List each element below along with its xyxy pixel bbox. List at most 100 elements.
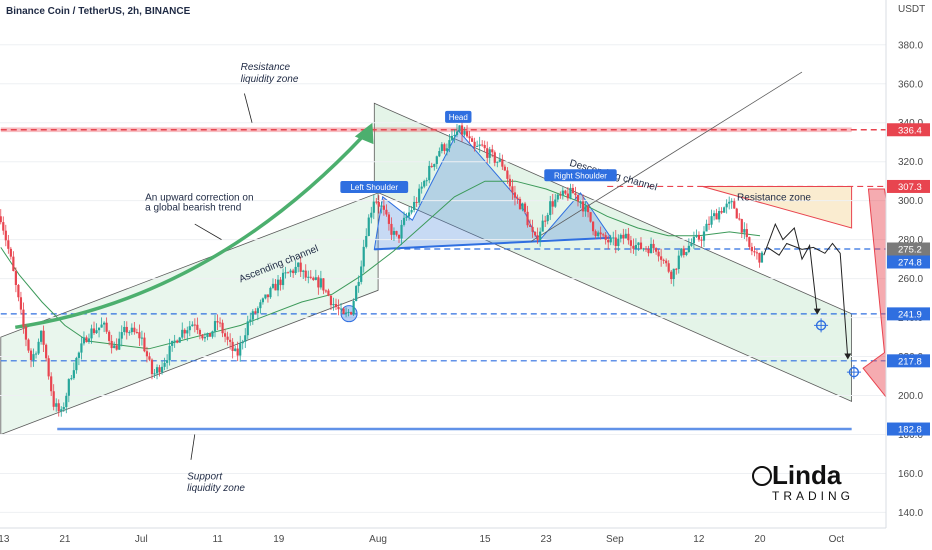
candle-body — [463, 131, 466, 135]
candle-body — [87, 338, 91, 343]
candle-body — [415, 201, 418, 203]
candle-body — [168, 345, 171, 361]
x-tick-label: 23 — [541, 534, 553, 545]
candle-body — [289, 270, 292, 273]
projection-arrow-2 — [844, 353, 852, 360]
candle-body — [118, 338, 121, 350]
candle-body — [478, 144, 481, 146]
candle-body — [591, 221, 595, 232]
candle-body — [760, 252, 764, 263]
candle-body — [672, 268, 675, 280]
correction-callout-line — [194, 223, 222, 240]
candle-body — [428, 165, 431, 181]
price-label-bg — [887, 242, 930, 256]
candle-body — [115, 345, 118, 350]
candle-body — [17, 284, 20, 298]
logo-mark-icon — [752, 466, 772, 486]
candle-body — [171, 340, 174, 346]
candle-body — [528, 225, 532, 227]
correction-arrow-head — [354, 122, 374, 145]
candle-body — [173, 340, 176, 342]
candle-body — [327, 290, 330, 296]
candle-body — [0, 216, 2, 223]
y-tick-label: 200.0 — [898, 391, 923, 402]
candle-body — [511, 186, 514, 193]
logo-wordmark: Linda — [772, 460, 842, 490]
candle-body — [690, 243, 693, 246]
candle-body — [57, 403, 60, 412]
candle-body — [435, 156, 438, 165]
price-label-text: 241.9 — [898, 309, 922, 320]
y-tick-label: 320.0 — [898, 157, 923, 168]
y-tick-label: 260.0 — [898, 274, 923, 285]
pattern-tag-bg — [544, 169, 617, 182]
candle-body — [52, 391, 55, 407]
resistance-callout-line — [244, 93, 253, 123]
candle-body — [319, 278, 322, 288]
candle-body — [544, 220, 547, 222]
candle-body — [549, 201, 552, 216]
candle-body — [619, 234, 622, 239]
candle-body — [92, 328, 96, 334]
candle-body — [276, 279, 280, 291]
logo-subtitle: TRADING — [772, 489, 854, 503]
candle-body — [342, 308, 345, 314]
neckline — [374, 236, 612, 251]
candle-body — [259, 302, 262, 309]
candle-body — [476, 145, 479, 147]
candle-body — [206, 333, 209, 338]
candle-body — [183, 329, 186, 334]
y-tick-label: 360.0 — [898, 79, 923, 90]
candle-body — [425, 180, 428, 182]
candle-body — [501, 159, 504, 167]
candle-body — [145, 351, 149, 357]
candle-body — [697, 234, 701, 240]
x-tick-label: Oct — [829, 534, 845, 545]
candle-body — [493, 152, 496, 163]
candle-body — [4, 230, 7, 241]
candle-body — [241, 341, 244, 344]
candle-body — [357, 281, 360, 287]
candle-body — [80, 343, 83, 353]
candle-body — [372, 201, 375, 213]
price-layer — [0, 118, 764, 417]
candle-body — [735, 208, 738, 219]
candle-body — [246, 321, 249, 336]
candle-body — [261, 298, 264, 303]
candle-body — [337, 306, 340, 310]
candle-body — [518, 198, 522, 210]
candle-body — [251, 311, 254, 320]
candle-body — [12, 256, 15, 271]
candle-body — [201, 334, 204, 339]
candle-body — [410, 209, 413, 213]
candle-body — [150, 359, 154, 375]
candle-body — [100, 324, 103, 328]
candle-body — [637, 242, 640, 246]
pattern-tag-bg — [340, 180, 409, 193]
x-tick-label: 21 — [59, 534, 71, 545]
candle-body — [458, 125, 461, 132]
candle-body — [473, 141, 476, 147]
candle-body — [24, 326, 28, 340]
candle-body — [574, 193, 577, 196]
candle-body — [138, 332, 141, 339]
candle-body — [256, 308, 259, 314]
price-label-bg — [887, 354, 930, 368]
candle-body — [455, 131, 459, 135]
candle-body — [322, 278, 325, 291]
candle-body — [271, 283, 275, 288]
candle-body — [534, 231, 537, 236]
y-tick-label: 380.0 — [898, 40, 923, 51]
candle-body — [360, 266, 363, 282]
candle-body — [22, 309, 25, 327]
candle-body — [725, 203, 728, 208]
candle-body — [649, 243, 653, 254]
candle-body — [395, 231, 398, 235]
candle-body — [362, 246, 365, 267]
candle-body — [720, 211, 723, 213]
x-tick-label: Jul — [135, 534, 148, 545]
candle-body — [143, 337, 146, 352]
candle-body — [279, 279, 282, 286]
candle-body — [77, 352, 80, 358]
